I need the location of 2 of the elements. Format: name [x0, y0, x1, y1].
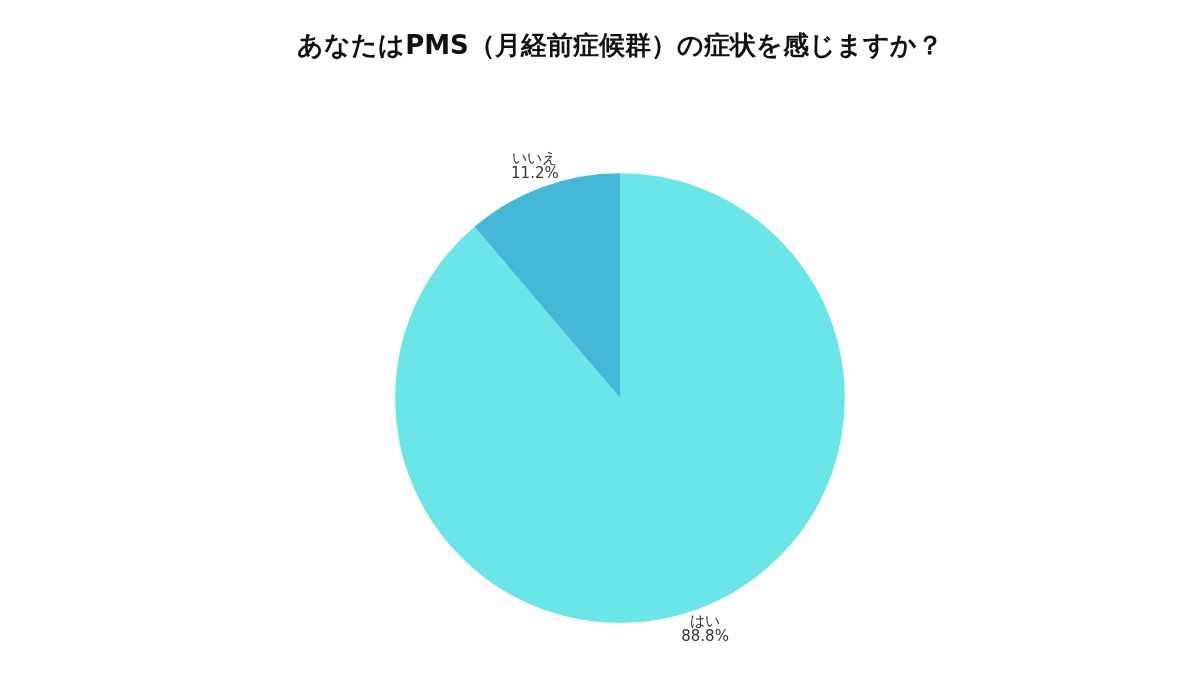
chart-title: あなたはPMS（月経前症候群）の症状を感じますか？	[297, 30, 943, 61]
slice-label: いいえ	[512, 148, 558, 167]
